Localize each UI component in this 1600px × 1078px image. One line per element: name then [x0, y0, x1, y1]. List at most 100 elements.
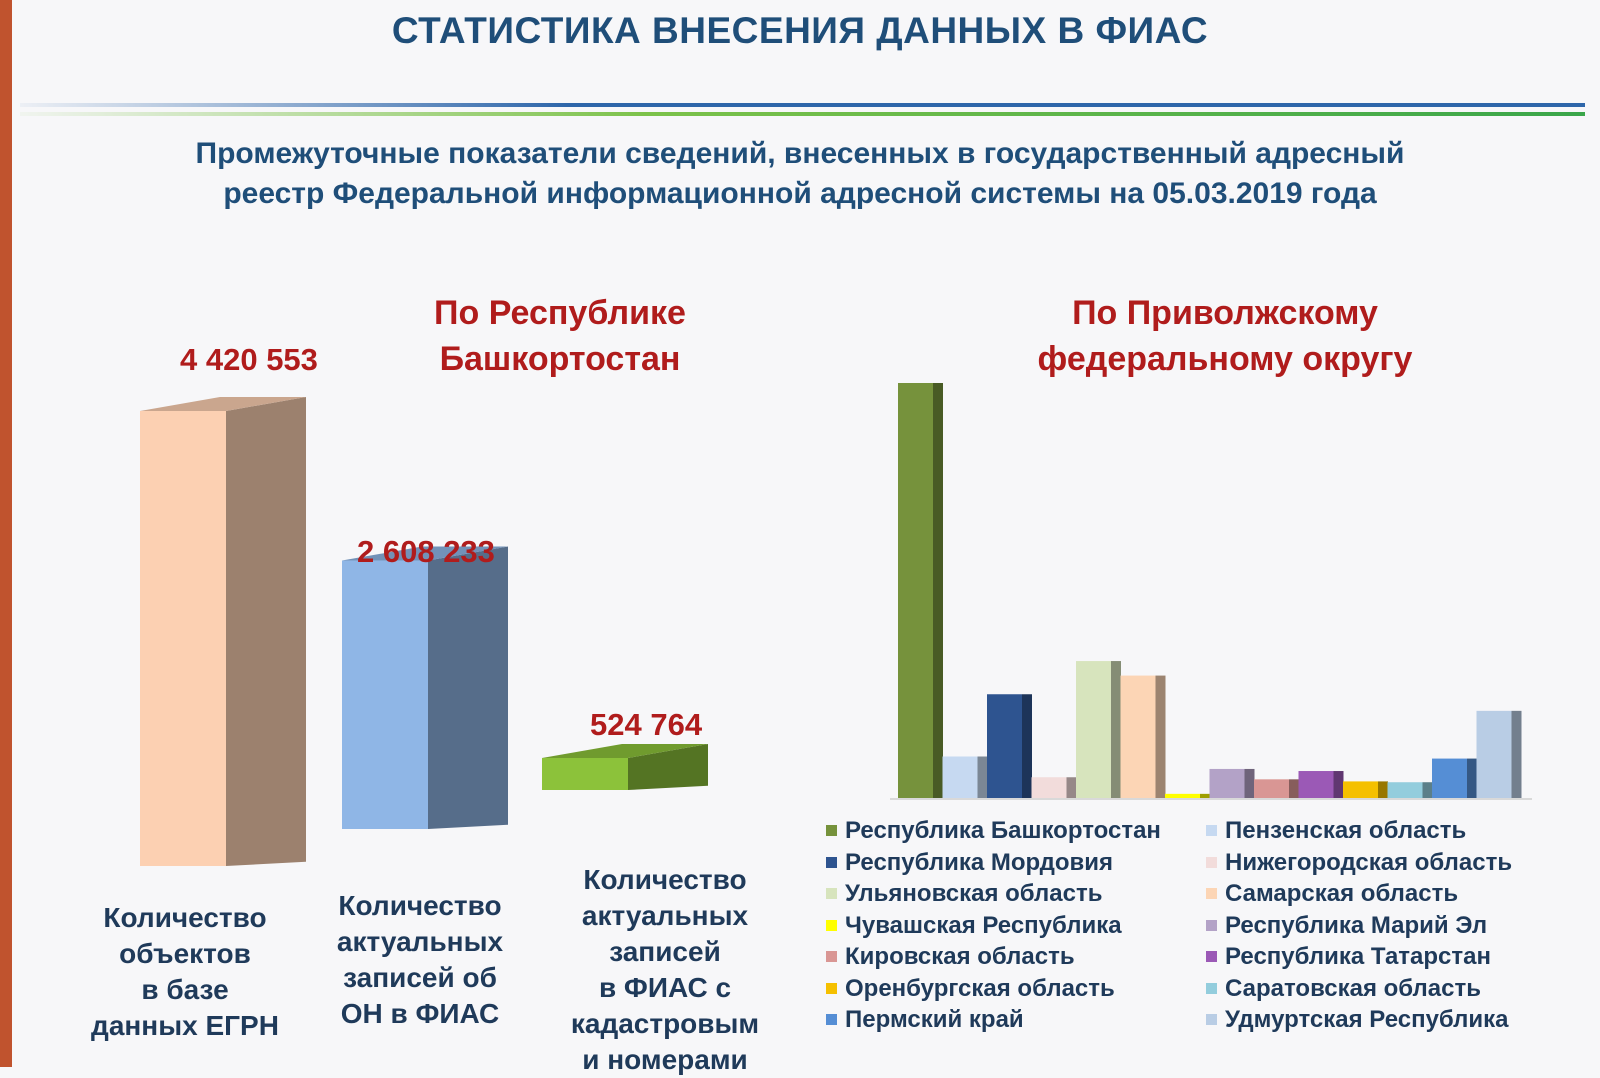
left-bar-category-line: в базе	[141, 974, 229, 1005]
right-bar-4	[1031, 777, 1077, 798]
legend-item: Саратовская область	[1206, 974, 1481, 1004]
legend-swatch	[1206, 856, 1217, 868]
right-chart-title: По Приволжскому федеральному округу	[1000, 290, 1450, 382]
left-bar-category-line: кадастровым	[570, 1008, 760, 1039]
legend-swatch	[826, 856, 837, 868]
right-bar-side-9	[1289, 779, 1299, 798]
right-bar-14	[1476, 710, 1522, 798]
left-bar-category-label-1: Количество объектов в базе данных ЕГРН	[70, 900, 300, 1044]
left-bar-front-3	[542, 758, 628, 790]
left-bar-top-2	[342, 546, 508, 561]
subtitle-line-1: Промежуточные показатели сведений, внесе…	[195, 137, 1405, 170]
legend-label: Чувашская Республика	[845, 911, 1122, 939]
right-bar-front-14	[1476, 710, 1512, 798]
slide-title: СТАТИСТИКА ВНЕСЕНИЯ ДАННЫХ В ФИАС	[391, 10, 1209, 51]
right-bar-side-11	[1378, 781, 1388, 798]
left-bar-category-line: Количество	[583, 864, 747, 895]
legend-item: Чувашская Республика	[826, 911, 1122, 941]
left-bar-side-1	[226, 397, 306, 866]
right-bar-front-10	[1298, 771, 1334, 798]
right-bar-13	[1432, 758, 1477, 798]
left-bar-category-line: Количество	[103, 902, 267, 933]
legend-label: Саратовская область	[1225, 974, 1481, 1002]
legend-item: Республика Мордовия	[826, 848, 1113, 878]
legend-item: Самарская область	[1206, 879, 1458, 909]
right-bar-front-3	[987, 694, 1022, 798]
right-bar-1	[898, 383, 943, 798]
legend-swatch	[1206, 951, 1217, 962]
left-bar-category-line: актуальных	[581, 900, 749, 931]
legend-label: Нижегородская область	[1225, 848, 1513, 876]
legend-label: Пермский край	[845, 1006, 1024, 1033]
legend-label: Самарская область	[1225, 880, 1459, 907]
legend-label: Пензенская область	[1225, 817, 1467, 844]
right-bar-front-2	[942, 756, 978, 798]
slide-subtitle: Промежуточные показатели сведений, внесе…	[0, 134, 1600, 214]
legend-swatch	[826, 825, 837, 836]
right-bar-front-4	[1031, 777, 1067, 798]
left-bar-side-2	[428, 546, 508, 829]
legend-swatch	[826, 951, 837, 962]
right-bar-side-7	[1200, 793, 1210, 798]
right-bar-side-4	[1066, 777, 1077, 798]
left-bar-value-label-1: 4 420 553	[180, 342, 318, 377]
legend-swatch	[1206, 1014, 1217, 1025]
legend-label: Удмуртская Республика	[1225, 1006, 1509, 1033]
right-bar-front-1	[898, 383, 933, 798]
left-bar-value-label-3: 524 764	[590, 707, 703, 742]
right-bar-6	[1120, 675, 1166, 798]
left-bar-2	[342, 546, 508, 829]
legend-swatch	[826, 888, 837, 899]
right-bar-front-8	[1209, 768, 1245, 798]
header-rule-green	[20, 112, 1585, 116]
right-bar-7	[1165, 793, 1210, 798]
subtitle-line-2: реестр Федеральной информационной адресн…	[223, 177, 1377, 210]
legend-swatch	[1206, 888, 1217, 899]
left-bar-3	[542, 744, 708, 790]
left-bar-category-label-2: Количество актуальных записей об ОН в ФИАС	[310, 888, 530, 1032]
left-bar-chart	[140, 397, 708, 866]
legend-item: Ульяновская область	[826, 879, 1102, 909]
left-bar-category-line: записей	[609, 936, 721, 967]
legend-swatch	[826, 1014, 837, 1025]
right-bar-12	[1387, 782, 1433, 798]
left-bar-category-line: актуальных	[336, 926, 504, 957]
legend-label: Кировская область	[845, 943, 1075, 970]
legend-item: Республика Марий Эл	[1206, 911, 1487, 941]
right-bar-side-13	[1467, 758, 1477, 798]
left-chart-title-line-2: Башкортостан	[439, 340, 681, 378]
right-bar-front-12	[1387, 782, 1423, 798]
legend-item: Пензенская область	[1206, 816, 1466, 846]
right-bar-2	[942, 756, 988, 798]
right-bar-front-9	[1254, 779, 1289, 798]
left-bar-top-1	[140, 397, 306, 411]
legend-swatch	[1206, 825, 1217, 836]
left-bar-category-line: объектов	[119, 938, 251, 969]
header-rule-blue	[20, 103, 1585, 107]
right-bar-side-12	[1422, 782, 1433, 798]
right-bar-5	[1076, 661, 1121, 798]
right-bar-front-7	[1165, 793, 1200, 798]
right-chart-title-line-1: По Приволжскому	[1072, 294, 1378, 332]
right-chart-title-line-2: федеральному округу	[1037, 340, 1413, 378]
right-bar-10	[1298, 771, 1344, 798]
left-bar-category-label-3: Количество актуальных записей в ФИАС с кадас…	[540, 862, 790, 1078]
left-bar-side-3	[628, 744, 708, 790]
legend-label: Республика Мордовия	[845, 848, 1114, 876]
right-bar-8	[1209, 768, 1255, 798]
left-bar-category-line: ОН в ФИАС	[340, 998, 500, 1029]
right-bar-side-14	[1511, 710, 1522, 798]
legend-item: Удмуртская Республика	[1206, 1005, 1509, 1035]
legend-label: Республика Башкортостан	[845, 817, 1161, 844]
legend-swatch	[1206, 919, 1217, 931]
right-bar-9	[1254, 779, 1299, 798]
legend-label: Республика Татарстан	[1225, 943, 1492, 970]
right-bar-front-13	[1432, 758, 1467, 798]
left-bar-category-line: Количество	[338, 890, 502, 921]
right-bar-side-5	[1111, 661, 1121, 798]
right-bar-front-6	[1120, 675, 1156, 798]
legend-label: Республика Марий Эл	[1225, 911, 1488, 939]
left-bar-1	[140, 397, 306, 866]
right-bar-side-6	[1155, 675, 1166, 798]
